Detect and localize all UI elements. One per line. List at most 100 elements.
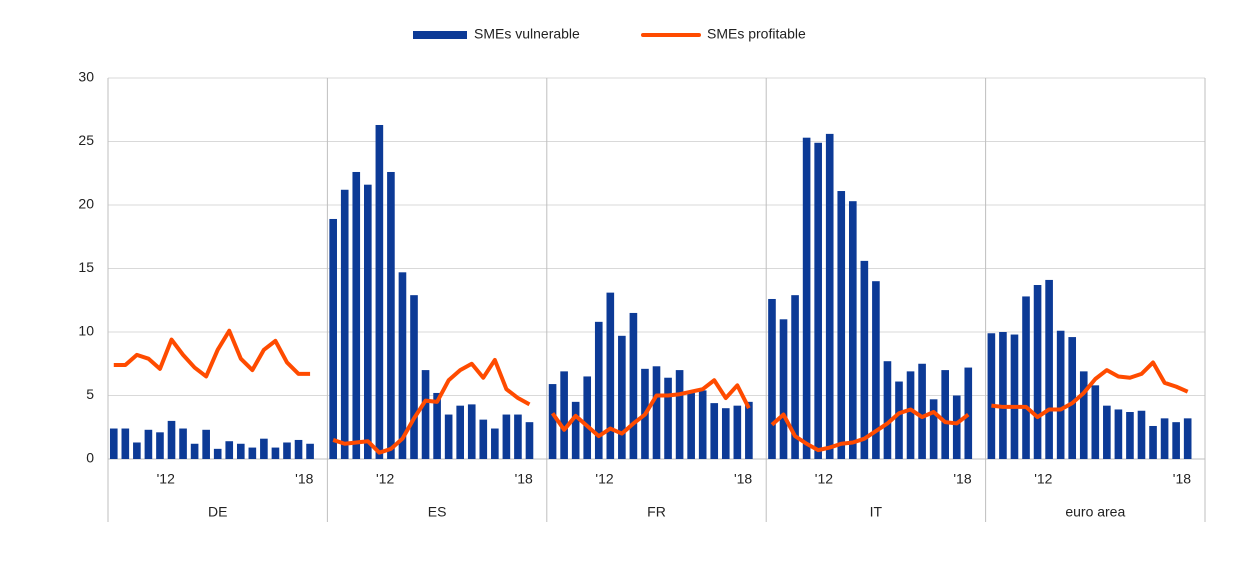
legend-label: SMEs profitable bbox=[707, 26, 806, 42]
line bbox=[991, 360, 1189, 420]
x-tick-label: '12 bbox=[815, 471, 833, 487]
bar bbox=[283, 442, 291, 459]
x-tick-label: '12 bbox=[595, 471, 613, 487]
bar bbox=[837, 191, 846, 459]
bar bbox=[213, 448, 222, 459]
bar bbox=[421, 370, 430, 459]
line bbox=[332, 357, 531, 455]
bar bbox=[271, 447, 280, 459]
bar bbox=[664, 377, 672, 459]
line bbox=[770, 407, 970, 453]
bar bbox=[364, 184, 372, 459]
bar bbox=[456, 405, 465, 459]
bar bbox=[1033, 285, 1042, 459]
bar bbox=[571, 401, 580, 459]
bar bbox=[745, 401, 753, 459]
bar bbox=[225, 441, 234, 459]
bar bbox=[248, 447, 257, 459]
bar bbox=[1010, 334, 1019, 459]
bar bbox=[398, 272, 407, 459]
group-label: FR bbox=[647, 504, 666, 520]
bar bbox=[190, 443, 199, 459]
bar bbox=[1045, 279, 1053, 459]
bar bbox=[929, 399, 938, 459]
bar bbox=[1183, 418, 1192, 459]
bar bbox=[525, 422, 534, 459]
bar bbox=[340, 189, 349, 459]
x-tick-label: '12 bbox=[376, 471, 394, 487]
bar bbox=[733, 405, 742, 459]
group-label: euro area bbox=[1065, 504, 1125, 520]
bar bbox=[872, 281, 880, 459]
bar bbox=[594, 321, 603, 459]
bar bbox=[918, 363, 926, 459]
bar bbox=[387, 171, 395, 460]
x-tick-label: '18 bbox=[953, 471, 971, 487]
bar bbox=[548, 384, 557, 459]
bar bbox=[1137, 410, 1146, 459]
y-tick-label: 10 bbox=[78, 323, 94, 339]
bar bbox=[629, 312, 638, 459]
bar bbox=[1126, 412, 1134, 459]
bar bbox=[791, 295, 799, 459]
bar bbox=[167, 420, 176, 459]
bar bbox=[491, 428, 499, 459]
bar bbox=[860, 260, 869, 459]
bar bbox=[675, 370, 684, 459]
bar bbox=[514, 414, 522, 459]
bar bbox=[768, 298, 776, 459]
bar bbox=[721, 408, 730, 459]
x-tick-label: '12 bbox=[1034, 471, 1052, 487]
bar bbox=[964, 367, 973, 459]
bar bbox=[144, 429, 153, 459]
group-label: IT bbox=[870, 504, 883, 520]
y-tick-label: 25 bbox=[78, 132, 94, 148]
bar bbox=[1149, 425, 1157, 459]
bar bbox=[883, 361, 892, 459]
x-tick-label: '18 bbox=[734, 471, 752, 487]
bar bbox=[999, 332, 1007, 459]
bar bbox=[179, 428, 187, 459]
bar bbox=[652, 366, 661, 459]
bar bbox=[1068, 337, 1077, 459]
y-tick-label: 15 bbox=[78, 259, 94, 275]
bar bbox=[433, 392, 441, 459]
group-label: ES bbox=[428, 504, 447, 520]
y-tick-label: 0 bbox=[86, 450, 94, 466]
y-tick-label: 20 bbox=[78, 196, 94, 212]
bar bbox=[802, 137, 811, 459]
bar bbox=[1172, 422, 1180, 459]
bar bbox=[952, 395, 961, 459]
bar bbox=[202, 429, 210, 459]
bar bbox=[156, 432, 164, 459]
bar bbox=[444, 414, 453, 459]
bar bbox=[410, 295, 418, 459]
line bbox=[113, 328, 311, 379]
bar bbox=[502, 414, 511, 459]
bar bbox=[687, 392, 695, 459]
bar bbox=[260, 438, 268, 459]
bar bbox=[1056, 330, 1065, 459]
bar bbox=[236, 443, 245, 459]
bar bbox=[352, 171, 361, 460]
bar bbox=[848, 201, 857, 459]
bar bbox=[987, 333, 996, 459]
bar bbox=[479, 419, 488, 459]
bar bbox=[1079, 371, 1088, 459]
bar bbox=[1091, 385, 1100, 459]
x-tick-label: '18 bbox=[295, 471, 313, 487]
bar bbox=[133, 442, 141, 459]
bar bbox=[329, 218, 337, 459]
bar bbox=[467, 404, 476, 459]
bar bbox=[698, 390, 707, 459]
y-tick-label: 5 bbox=[86, 386, 94, 402]
bar bbox=[306, 443, 314, 459]
x-tick-label: '18 bbox=[515, 471, 533, 487]
bar bbox=[375, 124, 384, 460]
bar bbox=[560, 371, 568, 459]
bar bbox=[814, 142, 822, 459]
bar bbox=[710, 403, 719, 459]
bar bbox=[109, 428, 118, 459]
y-tick-label: 30 bbox=[78, 69, 94, 85]
